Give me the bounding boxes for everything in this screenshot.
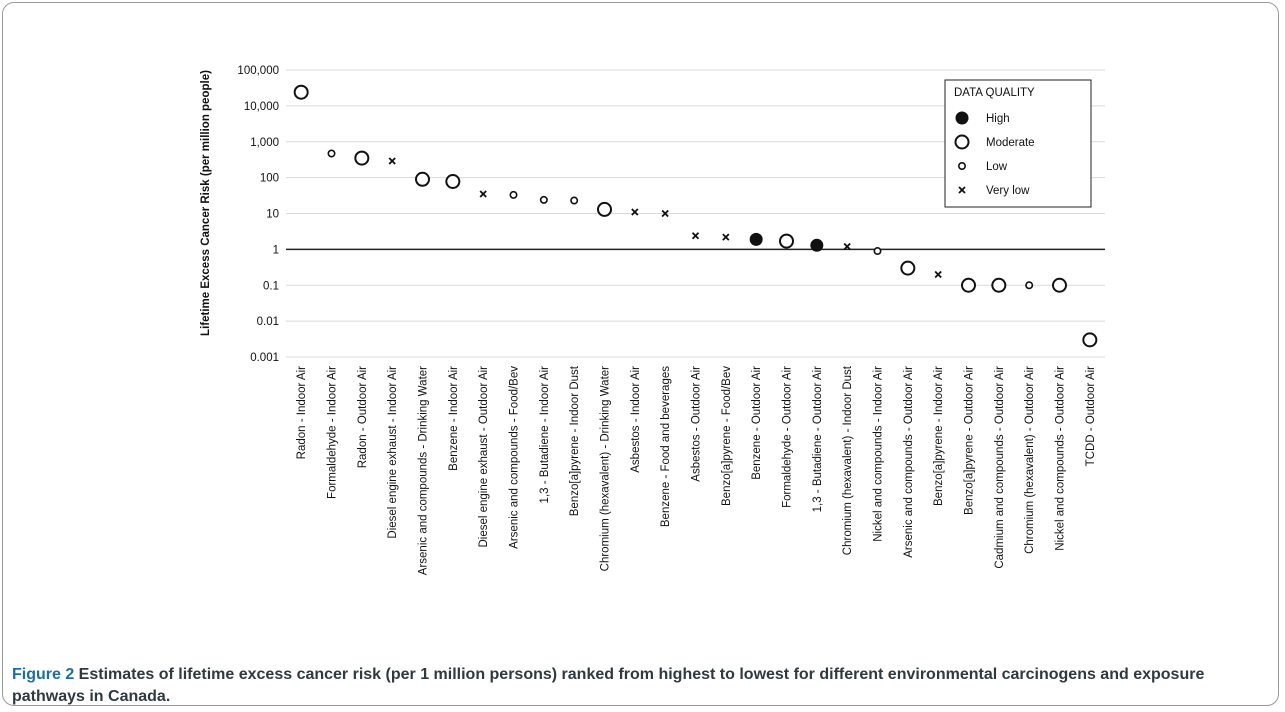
figure-caption: Figure 2 Estimates of lifetime excess ca… [12, 664, 1267, 708]
data-point [934, 270, 942, 279]
legend: DATA QUALITY High Moderate Low Very low [944, 79, 1092, 208]
x-axis-category-labels: Radon - Indoor Air Formaldehyde - Indoor … [296, 365, 1097, 575]
x-tick-label: Asbestos - Outdoor Air [691, 366, 703, 482]
data-point [1025, 281, 1034, 290]
data-point [873, 247, 882, 256]
legend-marker [957, 162, 966, 171]
x-tick-label: Nickel and compounds - Indoor Air [873, 366, 885, 542]
legend-marker [958, 186, 966, 194]
x-tick-label: Chromium (hexavalent) - Drinking Water [600, 366, 612, 572]
x-tick-label: Benzo[a]pyrene - Indoor Dust [569, 365, 581, 516]
y-axis-ticks: 0.001 0.01 0.1 1 10 100 1,000 10,000 100,000 [237, 65, 279, 364]
legend-title: DATA QUALITY [954, 87, 1035, 99]
x-tick-label: Arsenic and compounds - Outdoor Air [903, 366, 915, 558]
data-point [1052, 277, 1067, 293]
legend-marker [954, 134, 970, 150]
x-tick-label: Diesel engine exhaust - Indoor Air [387, 366, 399, 539]
data-point [749, 232, 763, 246]
legend-entry-label: Low [986, 161, 1008, 173]
figure-caption-label: Figure 2 [12, 666, 75, 683]
data-point [991, 277, 1007, 293]
data-point [843, 242, 851, 251]
data-point [354, 150, 370, 166]
x-tick-label: Formaldehyde - Outdoor Air [782, 366, 794, 508]
x-tick-label: 1,3 - Butadiene - Indoor Air [539, 366, 551, 504]
x-tick-label: Benzo[a]pyrene - Outdoor Air [964, 366, 976, 515]
figure-caption-text: Estimates of lifetime excess cancer risk… [12, 666, 1205, 705]
x-tick-label: Asbestos - Indoor Air [630, 366, 642, 473]
data-point [539, 195, 548, 204]
legend-entry-label: High [986, 113, 1010, 125]
data-point [327, 149, 336, 158]
x-tick-label: Arsenic and compounds - Drinking Water [418, 366, 430, 575]
legend-entries: High Moderate Low Very low [954, 111, 1035, 197]
x-tick-label: Radon - Outdoor Air [357, 366, 369, 468]
y-tick-label: 1 [273, 244, 279, 256]
y-tick-label: 0.01 [257, 316, 279, 328]
y-tick-label: 10 [266, 209, 279, 221]
legend-marker [955, 111, 969, 125]
data-point [722, 233, 730, 241]
x-tick-label: Diesel engine exhaust - Outdoor Air [478, 366, 490, 548]
legend-entry-label: Very low [986, 185, 1030, 197]
data-point [631, 208, 639, 216]
x-tick-label: Chromium (hexavalent) - Indoor Dust [842, 365, 854, 555]
data-point [509, 190, 518, 199]
data-point [661, 209, 669, 218]
x-tick-label: Formaldehyde - Indoor Air [327, 366, 339, 499]
data-point [479, 190, 487, 198]
x-tick-label: Benzo[a]pyrene - Indoor Air [933, 366, 945, 506]
data-point [597, 201, 612, 217]
data-point [810, 238, 824, 252]
data-point [445, 173, 461, 189]
x-tick-label: 1,3 - Butadiene - Outdoor Air [812, 366, 824, 513]
data-point [388, 157, 396, 165]
data-point [1082, 332, 1098, 348]
data-point [691, 232, 700, 240]
x-tick-label: Benzene - Indoor Air [448, 366, 460, 471]
x-tick-label: Cadmium and compounds - Outdoor Air [994, 366, 1006, 569]
x-tick-label: Chromium (hexavalent) - Outdoor Air [1024, 366, 1036, 554]
data-point [415, 171, 430, 187]
y-tick-label: 100,000 [237, 65, 279, 77]
x-tick-label: Benzene - Outdoor Air [751, 366, 763, 480]
y-axis-label: Lifetime Excess Cancer Risk (per million… [200, 70, 212, 336]
y-tick-label: 1,000 [250, 137, 279, 149]
data-point [961, 277, 976, 293]
x-tick-label: Arsenic and compounds - Food/Bev [509, 366, 521, 549]
y-tick-label: 10,000 [244, 101, 279, 113]
x-tick-label: Nickel and compounds - Outdoor Air [1055, 366, 1067, 551]
data-point [570, 196, 579, 205]
x-tick-label: Benzo[a]pyrene - Food/Bev [721, 366, 733, 506]
data-point [779, 233, 794, 249]
x-tick-label: Radon - Indoor Air [296, 366, 308, 460]
y-tick-label: 0.1 [263, 280, 279, 292]
y-tick-label: 100 [260, 173, 279, 185]
legend-entry-label: Moderate [986, 137, 1035, 149]
y-tick-label: 0.001 [250, 352, 279, 364]
chart: 0.001 0.01 0.1 1 10 100 1,000 10,000 100,000 Lif… [200, 65, 1105, 575]
x-tick-label: TCDD - Outdoor Air [1085, 366, 1097, 466]
x-tick-label: Benzene - Food and beverages [660, 366, 672, 527]
data-point [293, 84, 309, 100]
data-points [293, 84, 1098, 348]
data-point [900, 260, 916, 276]
